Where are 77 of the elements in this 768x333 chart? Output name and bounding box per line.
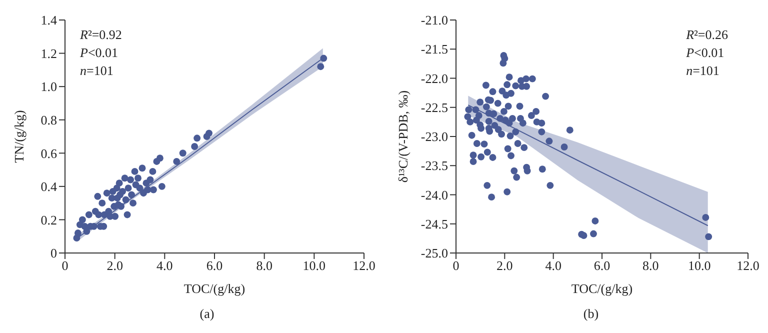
x-axis-title: TOC/(g/kg): [571, 281, 633, 296]
point: [194, 134, 201, 142]
text: (b): [582, 306, 600, 322]
y-axis-title: δ¹³C/(V-PDB, ‰): [396, 90, 411, 183]
point: [156, 154, 164, 162]
annotation: P<0.01: [80, 45, 118, 60]
y-tick-label: 1.4: [40, 12, 58, 28]
x-tick-label: 12.0: [736, 258, 760, 274]
x-tick-label: 8.0: [642, 258, 659, 274]
point: [83, 228, 90, 235]
point: [320, 54, 328, 62]
annotation: n=101: [80, 63, 114, 78]
y-tick-label: 0.6: [40, 146, 58, 161]
y-tick-label: -22.5: [420, 100, 448, 115]
x-tick-label: 10.0: [688, 258, 711, 274]
y-tick-label: 0.4: [40, 179, 58, 194]
point: [112, 212, 119, 220]
point: [134, 174, 142, 182]
y-tick-label: -24.0: [420, 187, 448, 202]
y-tick-label: -23.5: [420, 158, 448, 174]
point: [146, 176, 154, 184]
point: [124, 184, 132, 192]
x-tick-label: 6.0: [206, 258, 223, 274]
point: [136, 184, 144, 192]
annotation: P<0.01: [686, 45, 724, 60]
point: [191, 143, 198, 150]
point: [150, 186, 157, 194]
annotation: n=101: [686, 63, 720, 78]
x-tick-label: 2.0: [106, 258, 123, 274]
y-axis-title: TN/(g/kg): [12, 110, 27, 163]
text: (a): [198, 306, 216, 322]
point: [119, 188, 126, 195]
point: [317, 63, 324, 70]
y-tick-label: -21.5: [420, 42, 448, 57]
point: [122, 196, 130, 204]
point: [94, 192, 102, 200]
point: [130, 200, 136, 207]
point: [85, 211, 92, 218]
y-tick-label: 0.2: [40, 212, 57, 228]
x-tick-label: 2.0: [496, 258, 513, 274]
point: [131, 168, 138, 175]
x-tick-label: 0: [452, 258, 460, 274]
x-axis-title: TOC/(g/kg): [184, 281, 246, 296]
y-tick-label: 0: [50, 246, 57, 261]
point: [74, 230, 82, 236]
y-tick-label: -25.0: [420, 246, 448, 261]
x-tick-label: 4.0: [545, 258, 562, 274]
x-tick-label: 4.0: [156, 258, 173, 274]
annotation: R²=0.92: [80, 27, 122, 42]
y-tick-label: -23.0: [420, 129, 448, 144]
point: [121, 174, 128, 182]
point: [98, 200, 106, 207]
point: [179, 150, 186, 157]
point: [149, 168, 156, 175]
y-tick-label: 1.0: [40, 79, 57, 94]
y-tick-label: 0.8: [40, 112, 57, 128]
point: [127, 176, 134, 184]
point: [128, 191, 136, 198]
y-tick-label: 1.2: [40, 46, 57, 61]
x-tick-label: 8.0: [256, 258, 272, 274]
point: [124, 211, 131, 218]
y-tick-label: -22.0: [420, 70, 448, 86]
x-tick-label: 0: [62, 258, 68, 274]
x-tick-label: 10.0: [302, 258, 326, 274]
y-tick-label: -21.0: [420, 12, 448, 28]
point: [158, 182, 166, 190]
point: [173, 158, 180, 165]
point: [78, 216, 86, 224]
x-tick-label: 6.0: [594, 258, 610, 274]
point: [206, 130, 212, 137]
point: [116, 180, 123, 187]
point: [138, 164, 146, 172]
annotation: R²=0.26: [686, 27, 728, 42]
x-tick-label: 12.0: [352, 258, 376, 274]
point: [103, 190, 110, 197]
point: [118, 202, 125, 210]
y-tick-label: -24.5: [420, 216, 448, 232]
